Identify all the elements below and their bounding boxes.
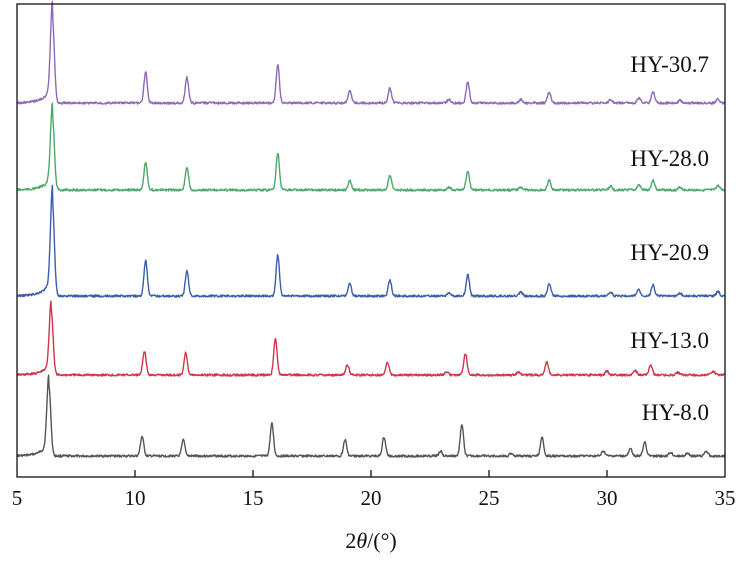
x-axis-title-suffix: /(°)	[367, 528, 397, 553]
series-line-hy-8.0	[16, 374, 726, 458]
x-tick-label-5: 5	[12, 486, 23, 510]
x-axis-ticks	[134, 470, 608, 477]
x-tick-label-25: 25	[479, 486, 500, 510]
x-axis-title-prefix: 2	[345, 528, 356, 553]
series-line-hy-28.0	[16, 102, 726, 192]
plot-frame	[16, 3, 726, 478]
x-axis-title: 2θ/(°)	[345, 528, 396, 553]
series-label-hy-20.9: HY-20.9	[630, 240, 709, 265]
x-axis-tick-labels: 5 10 15 20 25 30 35	[12, 486, 736, 510]
x-tick-label-15: 15	[243, 486, 264, 510]
x-tick-label-30: 30	[597, 486, 618, 510]
series-label-hy-8.0: HY-8.0	[642, 400, 709, 425]
series-label-hy-13.0: HY-13.0	[630, 328, 709, 353]
series-label-hy-28.0: HY-28.0	[630, 146, 709, 171]
x-tick-label-10: 10	[125, 486, 146, 510]
series-labels-group: HY-8.0 HY-13.0 HY-20.9 HY-28.0 HY-30.7	[630, 52, 709, 425]
traces-group	[16, 0, 726, 458]
x-tick-label-35: 35	[715, 486, 736, 510]
series-line-hy-13.0	[16, 300, 726, 377]
x-axis-title-theta: θ	[356, 528, 367, 553]
series-line-hy-30.7	[16, 0, 726, 105]
series-label-hy-30.7: HY-30.7	[630, 52, 709, 77]
series-line-hy-20.9	[16, 184, 726, 298]
x-tick-label-20: 20	[361, 486, 382, 510]
